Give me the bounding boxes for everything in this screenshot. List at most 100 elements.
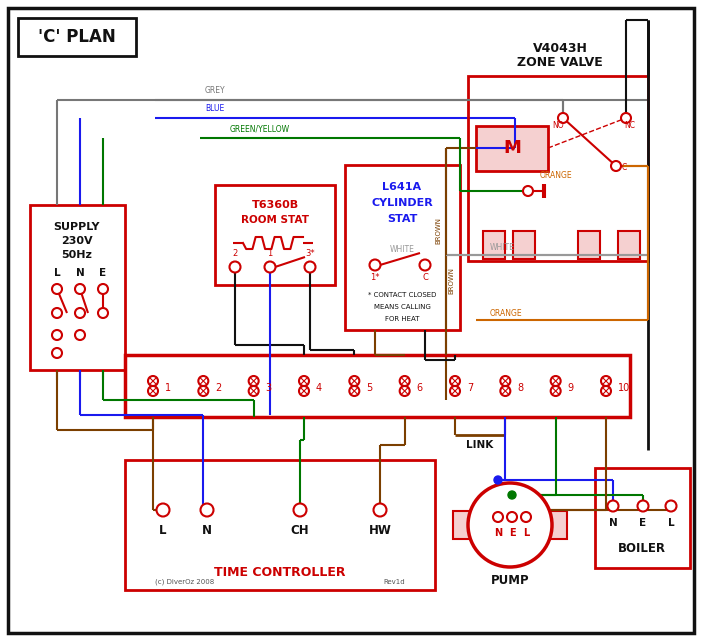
Circle shape [75, 284, 85, 294]
Bar [125, 460, 435, 590]
Text: NO: NO [552, 122, 564, 131]
Circle shape [98, 284, 108, 294]
Text: T6360B: T6360B [251, 200, 298, 210]
Text: 6: 6 [417, 383, 423, 393]
Text: GREY: GREY [205, 86, 225, 95]
Text: 7: 7 [467, 383, 473, 393]
Circle shape [265, 262, 275, 272]
Text: TIME CONTROLLER: TIME CONTROLLER [214, 565, 346, 578]
Text: ZONE VALVE: ZONE VALVE [517, 56, 603, 69]
Circle shape [450, 386, 460, 396]
Text: 10: 10 [618, 383, 630, 393]
Circle shape [75, 308, 85, 318]
Circle shape [157, 503, 169, 517]
Text: L641A: L641A [383, 182, 422, 192]
Bar [513, 231, 535, 259]
Text: STAT: STAT [387, 214, 417, 224]
Text: PUMP: PUMP [491, 574, 529, 587]
Circle shape [521, 512, 531, 522]
Circle shape [601, 386, 611, 396]
Circle shape [550, 376, 561, 386]
Bar [549, 511, 567, 539]
Text: SUPPLY: SUPPLY [54, 222, 100, 232]
Text: 1*: 1* [370, 274, 380, 283]
Text: 2: 2 [216, 383, 222, 393]
Circle shape [399, 386, 410, 396]
Text: * CONTACT CLOSED: * CONTACT CLOSED [368, 292, 436, 298]
Text: CYLINDER: CYLINDER [371, 198, 433, 208]
Circle shape [249, 386, 258, 396]
Text: ORANGE: ORANGE [540, 172, 573, 181]
Text: L: L [53, 268, 60, 278]
Text: 3: 3 [265, 383, 272, 393]
Text: ROOM STAT: ROOM STAT [241, 215, 309, 225]
Circle shape [607, 501, 618, 512]
Circle shape [299, 386, 309, 396]
Text: GREEN/YELLOW: GREEN/YELLOW [230, 124, 290, 133]
Text: BROWN: BROWN [435, 217, 441, 244]
Text: BOILER: BOILER [618, 542, 666, 554]
Text: WHITE: WHITE [490, 244, 515, 253]
Text: E: E [640, 518, 647, 528]
Text: WHITE: WHITE [390, 244, 415, 253]
Circle shape [494, 476, 502, 484]
Circle shape [293, 503, 307, 517]
Circle shape [201, 503, 213, 517]
Circle shape [199, 376, 208, 386]
Text: BLUE: BLUE [205, 104, 224, 113]
Circle shape [665, 501, 677, 512]
Bar [595, 468, 690, 568]
Circle shape [52, 348, 62, 358]
Circle shape [75, 330, 85, 340]
Circle shape [373, 503, 387, 517]
Text: 1: 1 [267, 249, 272, 258]
Circle shape [299, 376, 309, 386]
Circle shape [611, 161, 621, 171]
Circle shape [501, 386, 510, 396]
Bar [453, 511, 471, 539]
Circle shape [399, 376, 410, 386]
Text: C: C [422, 274, 428, 283]
Text: 8: 8 [517, 383, 524, 393]
Bar [578, 231, 600, 259]
Text: LINK: LINK [466, 440, 494, 450]
Text: MEANS CALLING: MEANS CALLING [373, 304, 430, 310]
Bar [476, 126, 548, 171]
Text: C: C [621, 163, 627, 172]
Circle shape [350, 376, 359, 386]
Text: Rev1d: Rev1d [383, 579, 405, 585]
Text: 3*: 3* [305, 249, 314, 258]
Text: 5: 5 [366, 383, 373, 393]
Text: E: E [509, 528, 515, 538]
Circle shape [508, 491, 516, 499]
Text: N: N [609, 518, 617, 528]
Text: 2: 2 [232, 249, 237, 258]
Circle shape [249, 376, 258, 386]
Circle shape [637, 501, 649, 512]
Circle shape [420, 260, 430, 271]
Circle shape [493, 512, 503, 522]
Bar [483, 231, 505, 259]
Text: 50Hz: 50Hz [62, 250, 93, 260]
Circle shape [98, 308, 108, 318]
Text: FOR HEAT: FOR HEAT [385, 316, 419, 322]
Bar [618, 231, 640, 259]
Circle shape [230, 262, 241, 272]
Circle shape [148, 376, 158, 386]
Text: (c) DiverOz 2008: (c) DiverOz 2008 [155, 579, 214, 585]
Text: V4043H: V4043H [533, 42, 588, 54]
Text: 230V: 230V [61, 236, 93, 246]
Circle shape [52, 284, 62, 294]
Bar [30, 205, 125, 370]
Text: 9: 9 [568, 383, 574, 393]
Text: 1: 1 [165, 383, 171, 393]
Circle shape [621, 113, 631, 123]
Circle shape [501, 376, 510, 386]
Text: 4: 4 [316, 383, 322, 393]
Text: L: L [523, 528, 529, 538]
Circle shape [601, 376, 611, 386]
Bar [215, 185, 335, 285]
Text: BROWN: BROWN [448, 267, 454, 294]
Circle shape [52, 330, 62, 340]
Circle shape [199, 386, 208, 396]
